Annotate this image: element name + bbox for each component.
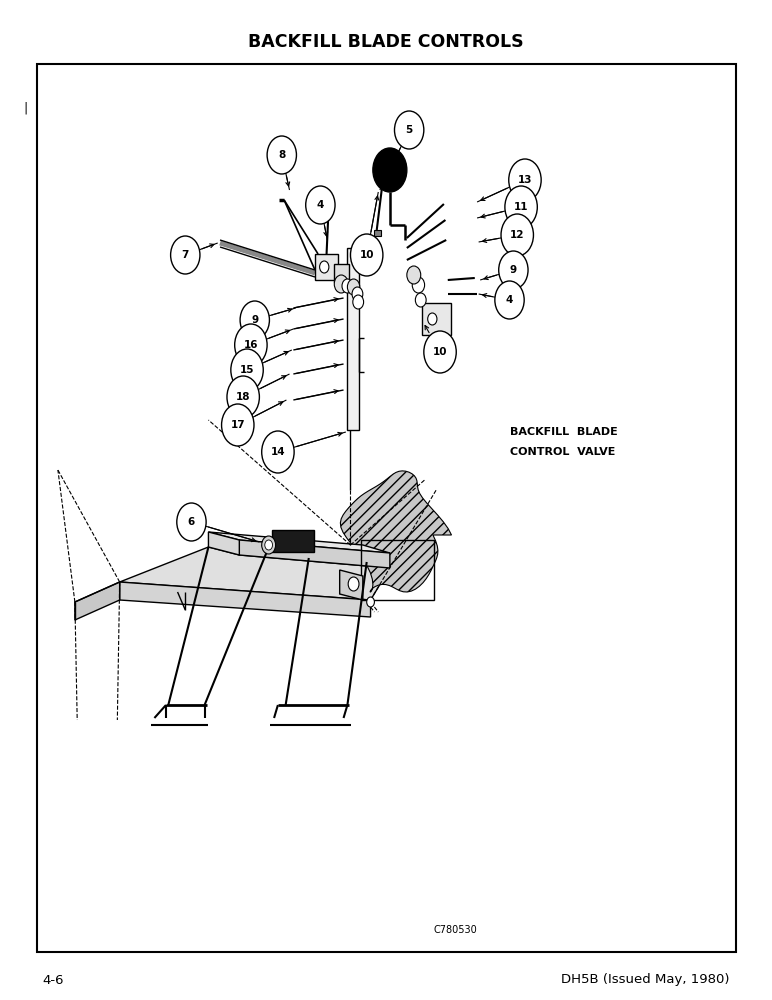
- Text: 9: 9: [251, 315, 259, 325]
- Text: 12: 12: [510, 230, 524, 240]
- Polygon shape: [120, 547, 390, 600]
- Circle shape: [265, 540, 273, 550]
- Text: 18: 18: [236, 392, 250, 402]
- Text: 14: 14: [271, 447, 285, 457]
- Circle shape: [334, 275, 348, 293]
- Text: C780530: C780530: [434, 925, 477, 935]
- Text: 15: 15: [240, 365, 254, 375]
- Text: 10: 10: [360, 250, 374, 260]
- Circle shape: [267, 136, 296, 174]
- Circle shape: [352, 287, 363, 301]
- Text: 6: 6: [188, 517, 195, 527]
- Text: 16: 16: [244, 340, 258, 350]
- Bar: [347, 248, 359, 430]
- Circle shape: [407, 266, 421, 284]
- Text: 5: 5: [405, 125, 413, 135]
- Circle shape: [415, 293, 426, 307]
- Text: 17: 17: [231, 420, 245, 430]
- Circle shape: [222, 404, 254, 446]
- Circle shape: [428, 313, 437, 325]
- Text: 13: 13: [518, 175, 532, 185]
- Circle shape: [348, 577, 359, 591]
- Circle shape: [394, 111, 424, 149]
- Circle shape: [501, 214, 533, 256]
- Text: BACKFILL  BLADE: BACKFILL BLADE: [510, 427, 618, 437]
- Circle shape: [262, 431, 294, 473]
- Bar: [361, 540, 434, 600]
- Circle shape: [171, 236, 200, 274]
- Circle shape: [231, 349, 263, 391]
- Text: DH5B (Issued May, 1980): DH5B (Issued May, 1980): [561, 974, 730, 986]
- Polygon shape: [239, 540, 390, 568]
- Circle shape: [505, 186, 537, 228]
- Text: 7: 7: [181, 250, 189, 260]
- Circle shape: [347, 279, 360, 295]
- Bar: [315, 254, 338, 280]
- Circle shape: [499, 251, 528, 289]
- Text: CONTROL  VALVE: CONTROL VALVE: [510, 447, 615, 457]
- Circle shape: [412, 277, 425, 293]
- Polygon shape: [340, 471, 452, 592]
- Text: BACKFILL BLADE CONTROLS: BACKFILL BLADE CONTROLS: [248, 33, 524, 51]
- Text: |: |: [23, 102, 28, 114]
- Circle shape: [306, 186, 335, 224]
- Circle shape: [367, 597, 374, 607]
- Circle shape: [495, 281, 524, 319]
- Bar: [334, 264, 349, 282]
- Polygon shape: [120, 582, 371, 617]
- Polygon shape: [75, 582, 120, 620]
- Circle shape: [350, 234, 383, 276]
- Bar: [272, 530, 314, 552]
- Polygon shape: [208, 532, 239, 555]
- Circle shape: [342, 279, 353, 293]
- Polygon shape: [340, 570, 363, 600]
- Circle shape: [424, 331, 456, 373]
- Circle shape: [177, 503, 206, 541]
- Circle shape: [240, 301, 269, 339]
- Circle shape: [373, 148, 407, 192]
- Text: 4: 4: [506, 295, 513, 305]
- Text: 4: 4: [317, 200, 324, 210]
- Circle shape: [227, 376, 259, 418]
- Bar: [422, 303, 451, 335]
- Text: 10: 10: [433, 347, 447, 357]
- Circle shape: [509, 159, 541, 201]
- Bar: [37, 64, 736, 952]
- Circle shape: [235, 324, 267, 366]
- Circle shape: [353, 295, 364, 309]
- Circle shape: [262, 536, 276, 554]
- Polygon shape: [208, 532, 390, 553]
- Circle shape: [320, 261, 329, 273]
- Text: 9: 9: [510, 265, 517, 275]
- Text: 11: 11: [514, 202, 528, 212]
- Text: 4-6: 4-6: [42, 974, 64, 986]
- Bar: [374, 230, 381, 236]
- Text: 8: 8: [278, 150, 286, 160]
